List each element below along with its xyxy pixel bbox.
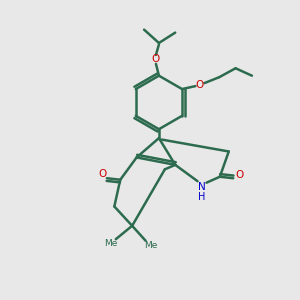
Text: O: O (235, 170, 243, 180)
Text: H: H (198, 192, 206, 202)
Text: O: O (152, 54, 160, 64)
Text: N: N (198, 182, 206, 192)
Text: Me: Me (104, 239, 118, 248)
Text: O: O (196, 80, 204, 90)
Text: Me: Me (144, 241, 157, 250)
Text: O: O (98, 169, 106, 179)
